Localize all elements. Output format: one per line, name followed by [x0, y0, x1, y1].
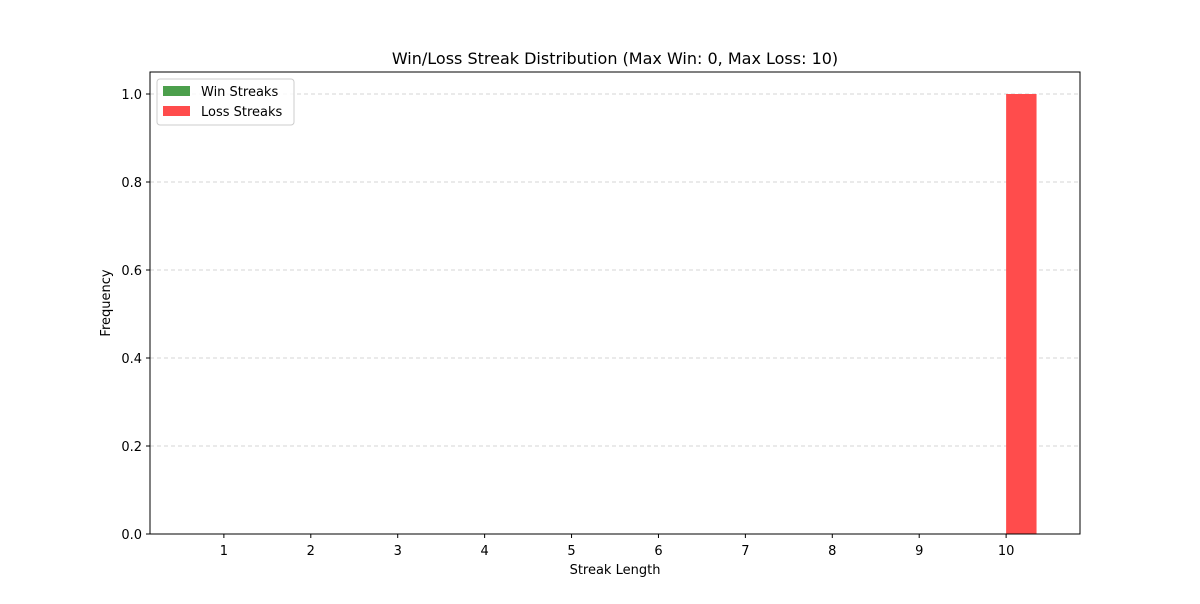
y-tick-label: 0.8: [121, 176, 142, 191]
x-axis-ticks: 1 2 3 4 5 6 7 8 9 10: [220, 534, 1015, 559]
plot-frame: [149, 71, 1081, 535]
x-tick-label: 3: [394, 544, 402, 559]
x-tick-label: 4: [480, 544, 488, 559]
legend: Win Streaks Loss Streaks: [156, 78, 295, 126]
x-tick-label: 9: [915, 544, 923, 559]
x-tick-label: 8: [828, 544, 836, 559]
bar-loss-10: [1006, 94, 1037, 534]
legend-swatch-win-streaks: [163, 86, 190, 96]
legend-label-loss-streaks: Loss Streaks: [201, 105, 283, 120]
y-axis-ticks: 0.0 0.2 0.4 0.6 0.8 1.0: [121, 88, 150, 543]
y-tick-label: 0.0: [121, 528, 142, 543]
x-tick-label: 1: [220, 544, 228, 559]
x-tick-label: 5: [567, 544, 575, 559]
y-tick-label: 0.4: [121, 352, 142, 367]
legend-box: [156, 78, 295, 126]
x-axis-label: Streak Length: [570, 563, 661, 578]
x-tick-label: 6: [654, 544, 662, 559]
chart-title: Win/Loss Streak Distribution (Max Win: 0…: [392, 49, 838, 68]
x-tick-label: 2: [307, 544, 315, 559]
y-tick-label: 0.2: [121, 440, 142, 455]
bars: [1006, 94, 1037, 534]
y-gridlines: [150, 93, 1080, 535]
legend-swatch-loss-streaks: [163, 106, 190, 116]
x-tick-label: 7: [741, 544, 749, 559]
x-tick-label: 10: [998, 544, 1015, 559]
y-axis-label: Frequency: [99, 269, 114, 336]
y-tick-label: 0.6: [121, 264, 142, 279]
y-tick-label: 1.0: [121, 88, 142, 103]
legend-label-win-streaks: Win Streaks: [201, 85, 278, 100]
